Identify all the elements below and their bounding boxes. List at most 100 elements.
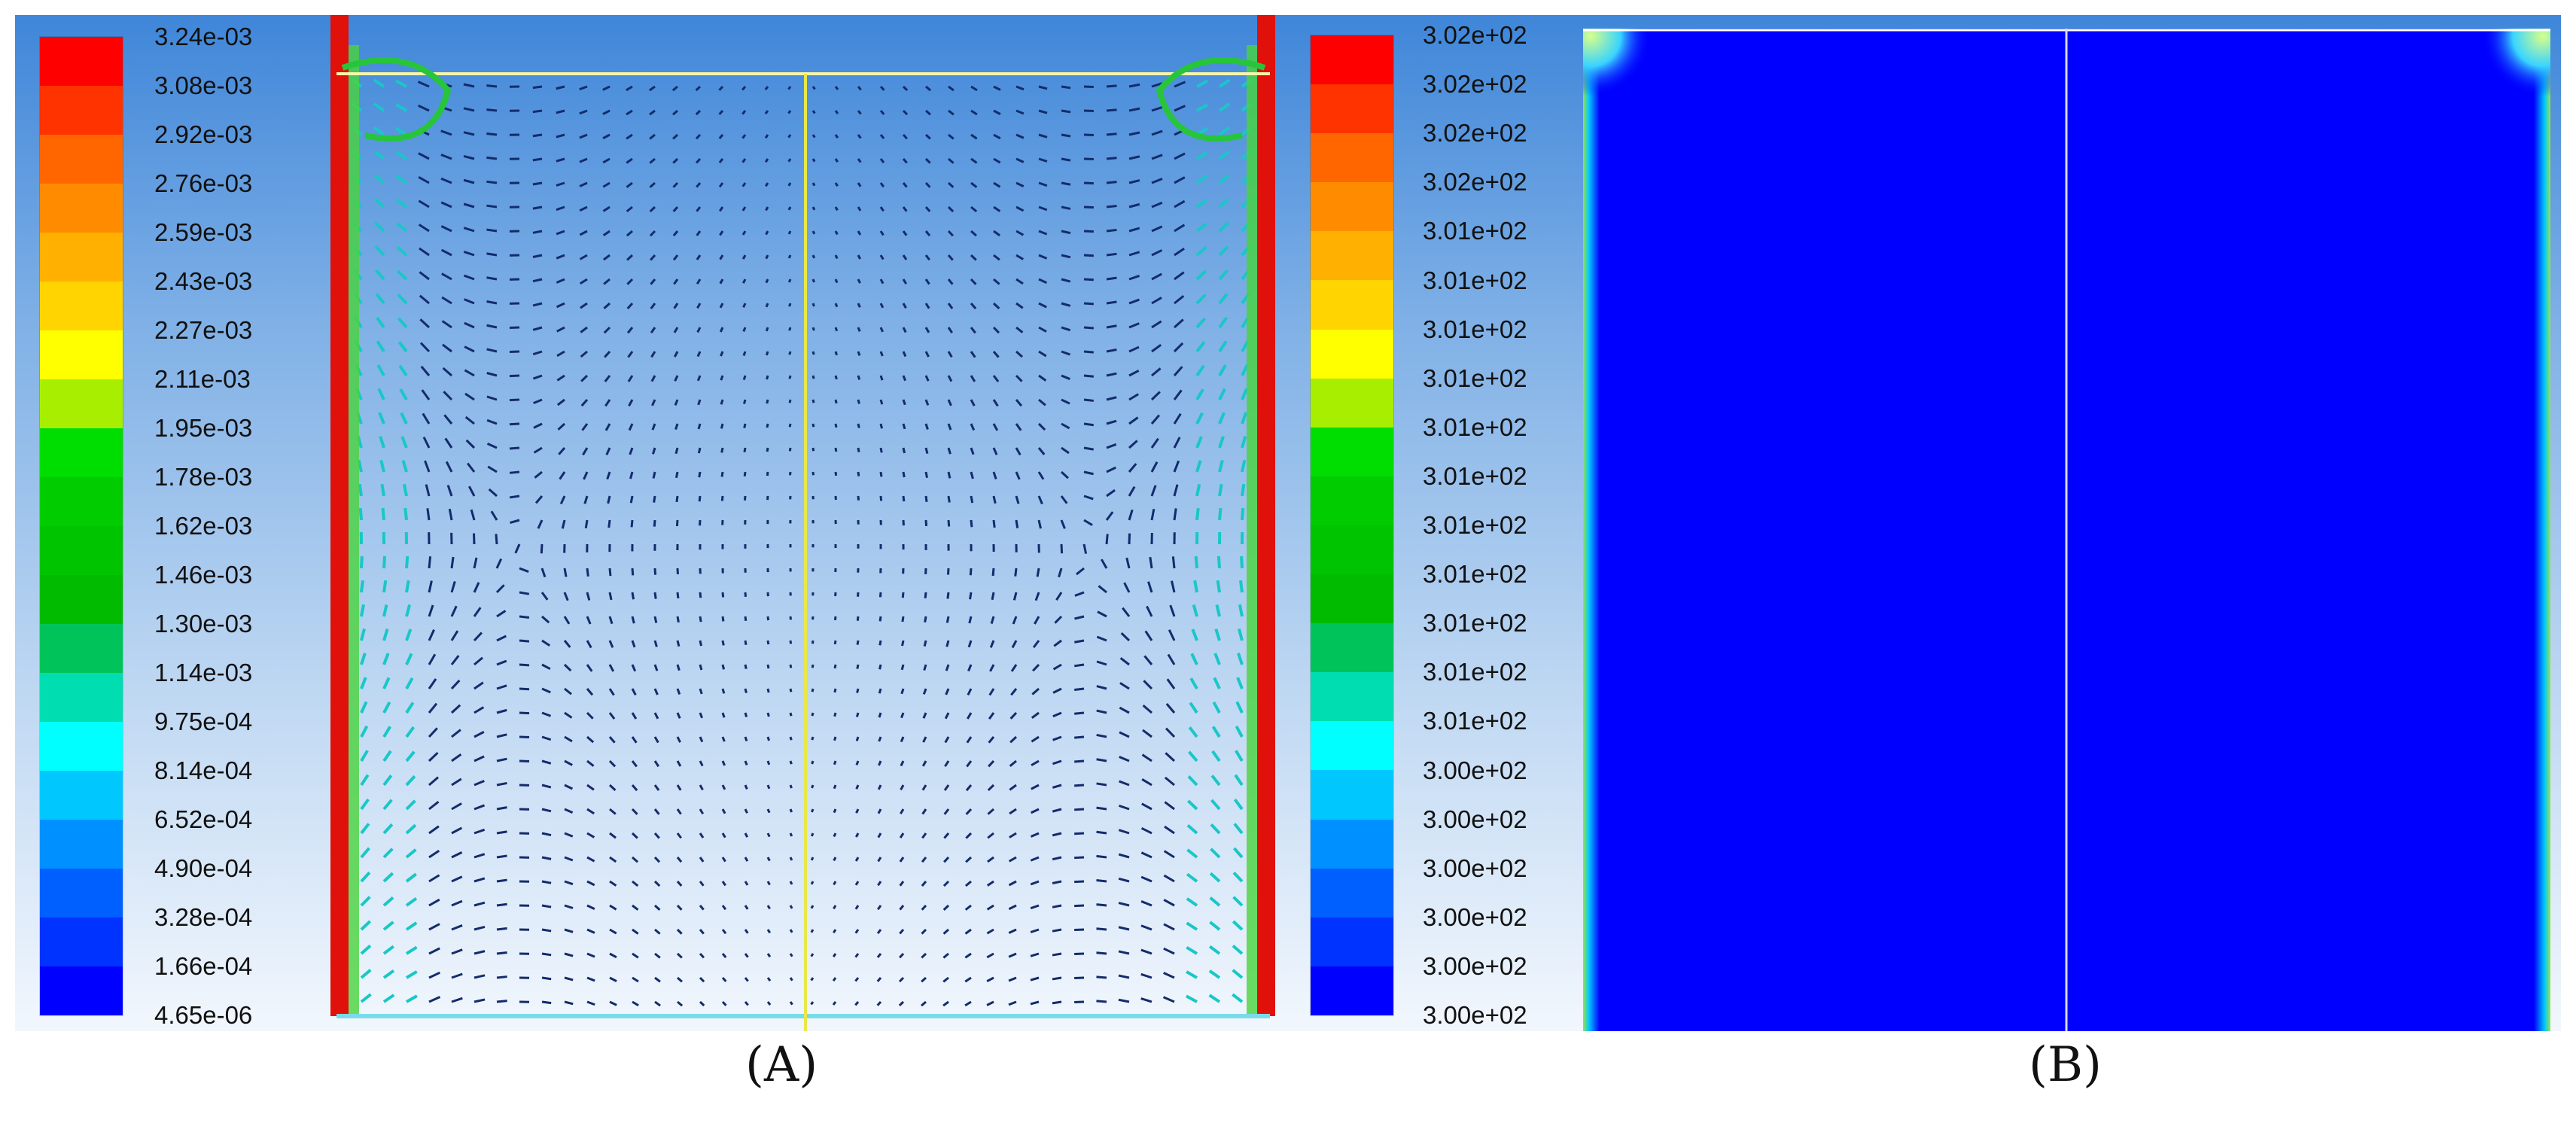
- vector-arrow: [579, 278, 588, 285]
- vector-arrow: [1218, 316, 1229, 329]
- vector-arrow: [1163, 947, 1175, 955]
- vector-arrow: [1218, 174, 1230, 184]
- vector-arrow: [833, 808, 837, 814]
- vector-arrow: [1038, 133, 1048, 138]
- vector-arrow: [789, 857, 793, 861]
- vector-arrow: [399, 388, 408, 400]
- vector-arrow: [857, 110, 862, 115]
- vector-arrow: [486, 348, 498, 353]
- vector-arrow: [789, 712, 793, 717]
- vector-arrow: [632, 928, 639, 935]
- vector-arrow: [833, 929, 837, 934]
- vector-arrow: [942, 952, 949, 959]
- vector-arrow: [627, 375, 634, 382]
- vector-arrow: [586, 640, 592, 649]
- vector-arrow: [789, 664, 793, 668]
- vector-arrow: [519, 711, 530, 715]
- vector-arrow: [396, 222, 408, 233]
- vector-arrow: [608, 736, 616, 744]
- vector-arrow: [1061, 374, 1070, 380]
- vector-arrow: [1015, 519, 1019, 528]
- vector-arrow: [988, 736, 995, 744]
- vector-arrow: [586, 928, 595, 934]
- vector-arrow: [1037, 519, 1042, 529]
- vector-arrow: [720, 471, 724, 477]
- vector-arrow: [789, 784, 793, 789]
- vector-arrow: [1038, 230, 1048, 236]
- vector-arrow: [1142, 705, 1153, 714]
- vector-arrow: [1074, 615, 1085, 620]
- vector-arrow: [811, 808, 815, 813]
- vector-arrow: [1008, 952, 1017, 958]
- vector-arrow: [741, 206, 747, 212]
- legend-band: [1311, 917, 1393, 966]
- vector-arrow: [993, 133, 1001, 140]
- vector-arrow: [626, 85, 633, 92]
- vector-arrow: [496, 610, 507, 618]
- vector-arrow: [519, 735, 530, 739]
- vector-arrow: [1074, 856, 1085, 860]
- vector-arrow: [1015, 205, 1025, 212]
- vector-arrow: [464, 345, 475, 353]
- vector-arrow: [473, 706, 485, 714]
- vector-arrow: [654, 928, 661, 935]
- vector-arrow: [496, 757, 507, 762]
- vector-arrow: [924, 327, 930, 333]
- vector-arrow: [1052, 759, 1062, 765]
- vector-arrow: [1036, 568, 1040, 577]
- vector-arrow: [586, 568, 589, 577]
- vector-arrow: [676, 928, 683, 935]
- vector-arrow: [532, 205, 543, 210]
- vector-arrow: [441, 272, 452, 281]
- vector-arrow: [942, 880, 950, 887]
- vector-arrow: [440, 129, 452, 136]
- vector-arrow: [564, 952, 574, 957]
- vector-arrow: [360, 555, 364, 569]
- vector-arrow: [902, 495, 906, 502]
- vector-arrow: [1119, 657, 1130, 666]
- vector-arrow: [1140, 997, 1153, 1003]
- vector-arrow: [1173, 412, 1182, 425]
- vector-arrow: [834, 303, 839, 308]
- vector-arrow: [632, 856, 639, 863]
- vector-arrow: [854, 977, 860, 982]
- vector-arrow: [877, 881, 882, 887]
- vector-arrow: [649, 181, 656, 188]
- vector-arrow: [608, 616, 614, 625]
- vector-arrow: [922, 712, 927, 719]
- vector-arrow: [556, 230, 565, 236]
- corner-glow-left: [1583, 29, 1651, 96]
- vector-arrow: [947, 205, 955, 213]
- vector-arrow: [632, 904, 639, 911]
- vector-arrow: [833, 832, 837, 838]
- vector-arrow: [628, 423, 634, 431]
- vector-arrow: [632, 1000, 639, 1007]
- vector-arrow: [405, 945, 418, 955]
- vector-arrow: [1010, 688, 1018, 696]
- panel-b: 3.02e+02 3.02e+02 3.02e+02 3.02e+02 3.01e+02…: [1283, 15, 2561, 1031]
- vector-arrow: [556, 326, 565, 333]
- vector-arrow: [1171, 556, 1176, 569]
- vector-arrow: [496, 902, 507, 907]
- vector-arrow: [486, 252, 498, 257]
- vector-arrow: [1030, 976, 1040, 981]
- legend-band: [40, 526, 123, 575]
- vector-arrow: [428, 874, 440, 883]
- vector-arrow: [672, 133, 679, 140]
- vector-arrow: [964, 1000, 972, 1007]
- vector-arrow: [902, 254, 908, 260]
- vector-arrow: [1195, 364, 1205, 377]
- vector-arrow: [541, 663, 551, 670]
- vector-arrow: [443, 414, 453, 425]
- vector-arrow: [699, 1000, 705, 1007]
- vector-arrow: [1213, 653, 1221, 665]
- vector-arrow: [395, 126, 408, 136]
- vector-arrow: [1118, 804, 1130, 811]
- vector-arrow: [1213, 677, 1221, 689]
- vector-arrow: [1061, 254, 1071, 259]
- vector-arrow: [1118, 974, 1130, 979]
- vector-arrow: [1014, 568, 1018, 577]
- vector-arrow: [1209, 921, 1221, 931]
- legend-band: [40, 575, 123, 624]
- vector-arrow: [496, 1000, 507, 1003]
